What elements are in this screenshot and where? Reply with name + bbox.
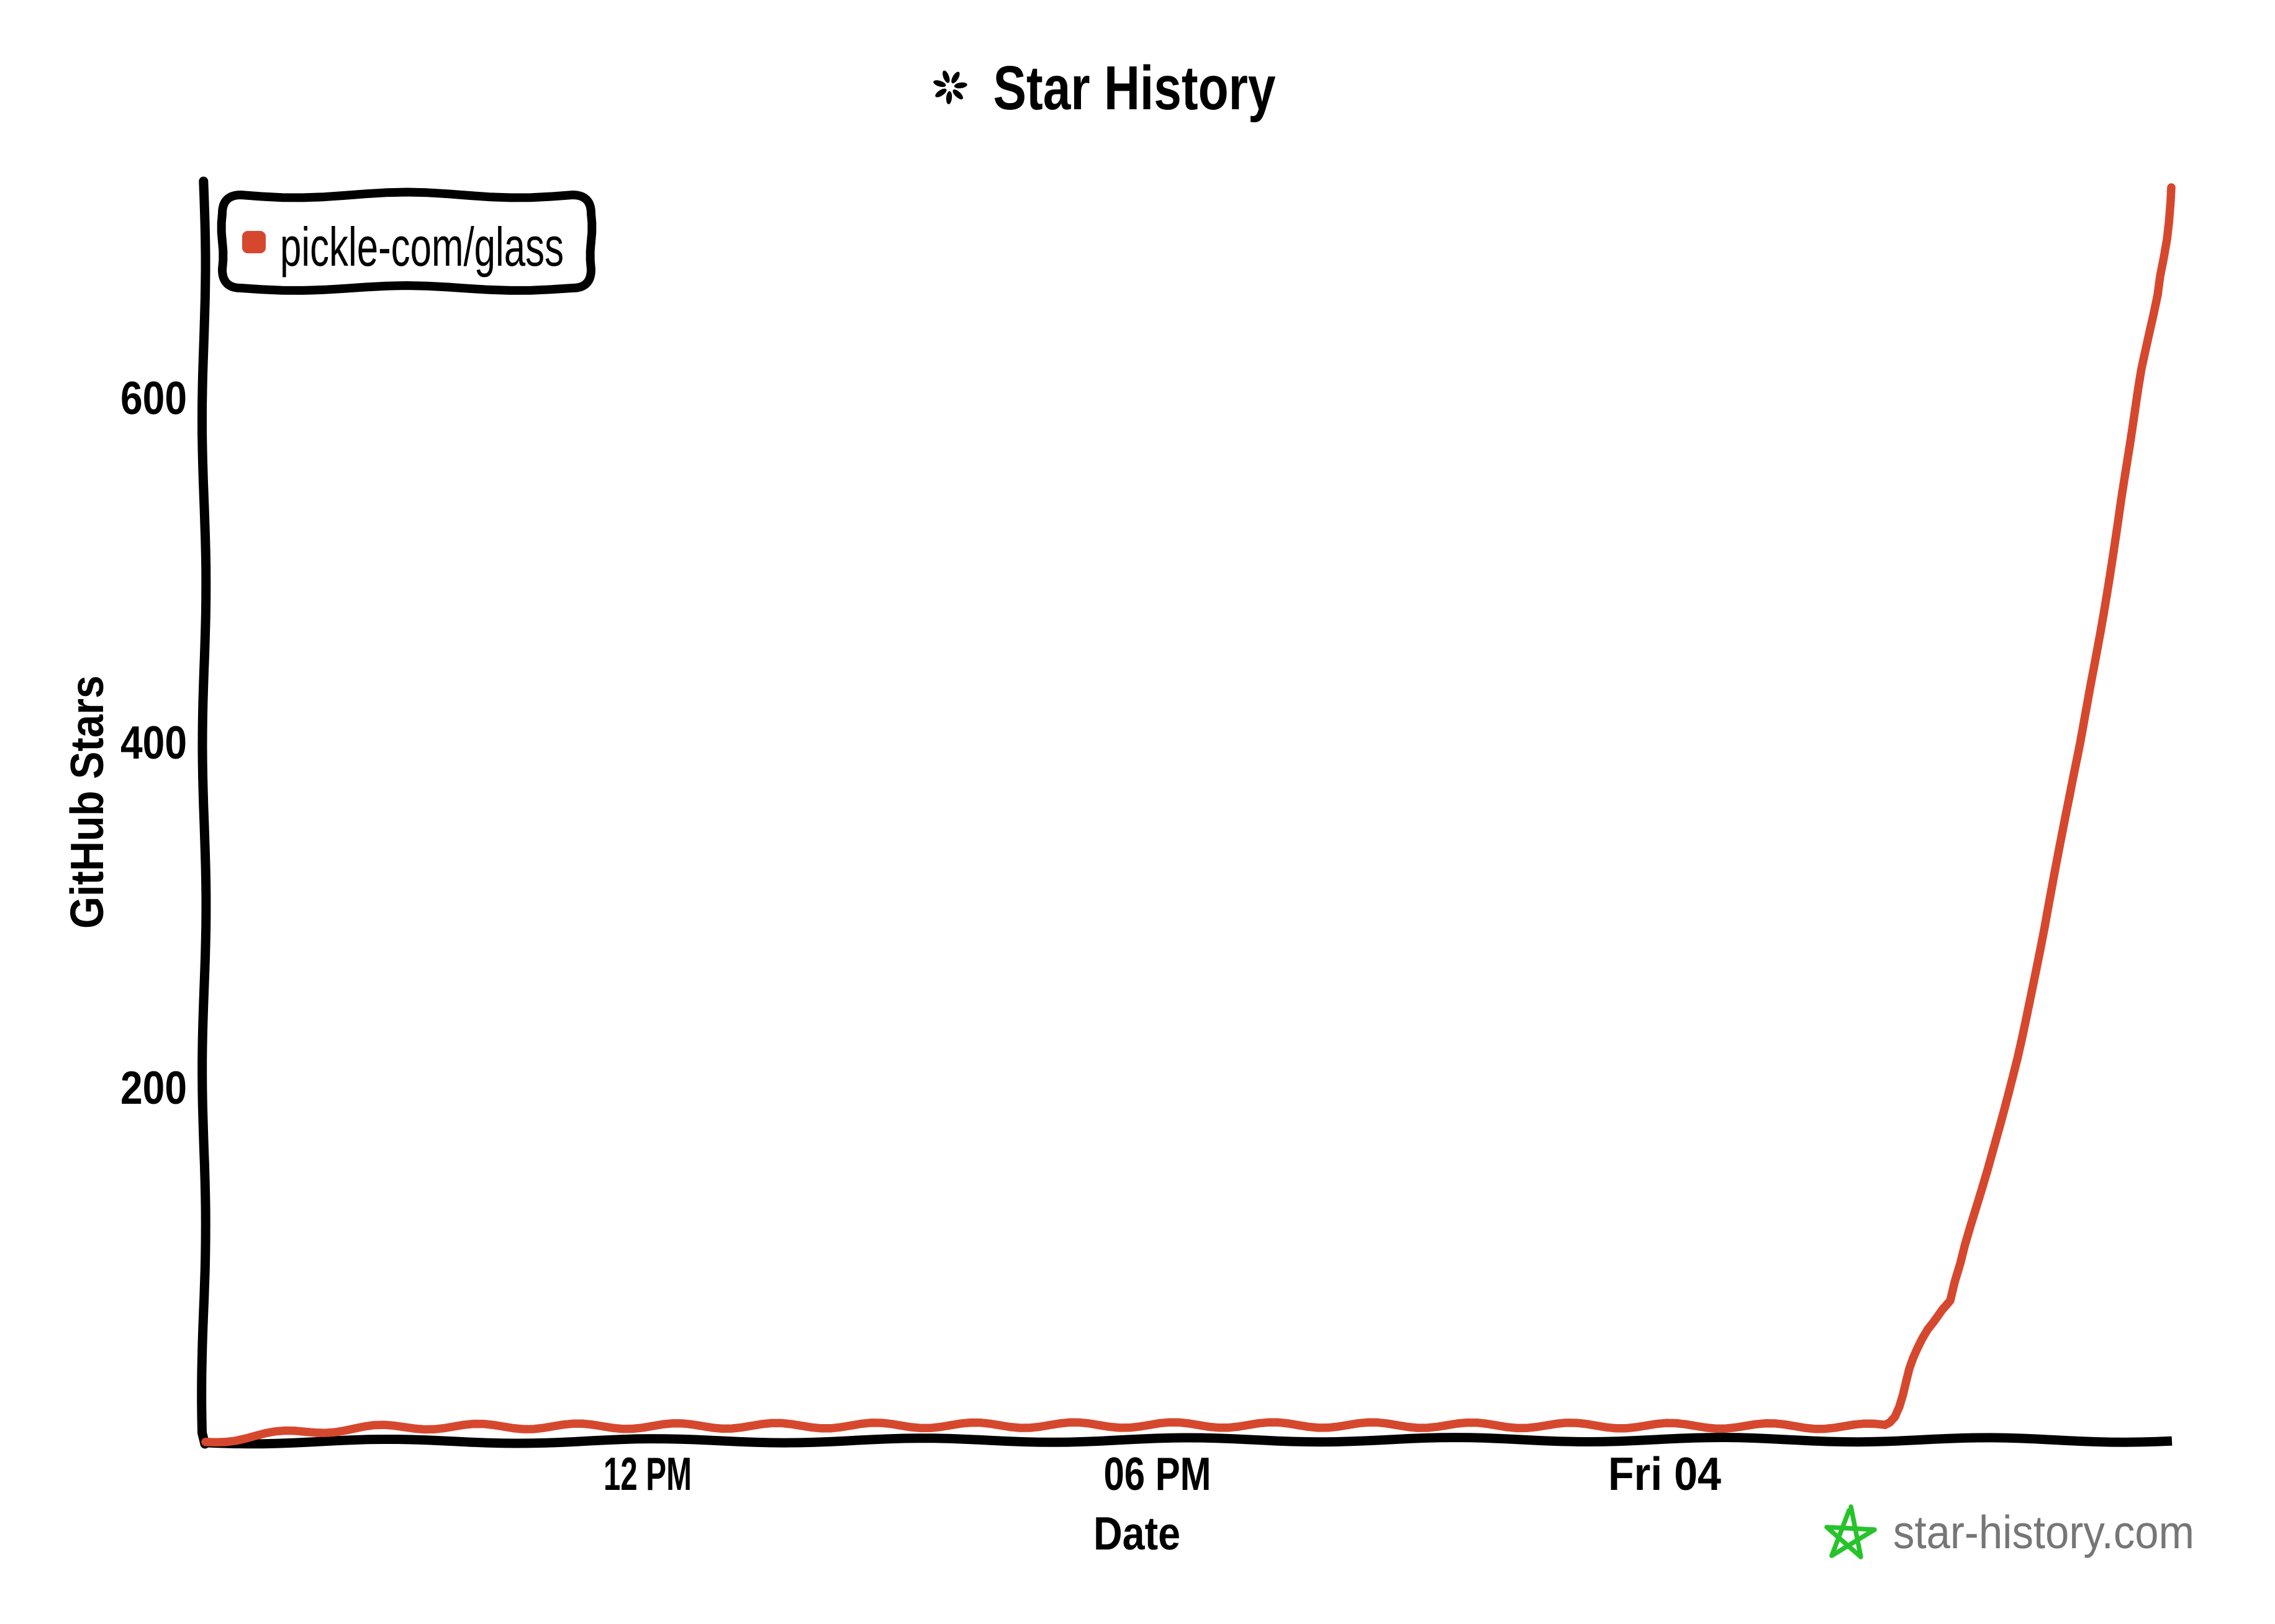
svg-text:Fri 04: Fri 04: [1608, 1448, 1721, 1500]
svg-text:12 PM: 12 PM: [604, 1448, 692, 1500]
svg-text:400: 400: [120, 716, 187, 769]
svg-text:GitHub Stars: GitHub Stars: [61, 675, 113, 929]
svg-text:Date: Date: [1093, 1507, 1180, 1559]
svg-text:Star History: Star History: [993, 53, 1276, 123]
svg-text:06 PM: 06 PM: [1104, 1448, 1211, 1500]
svg-text:600: 600: [120, 372, 187, 424]
svg-text:star-history.com: star-history.com: [1893, 1506, 2194, 1558]
svg-text:200: 200: [120, 1062, 187, 1114]
svg-text:pickle-com/glass: pickle-com/glass: [280, 216, 564, 277]
